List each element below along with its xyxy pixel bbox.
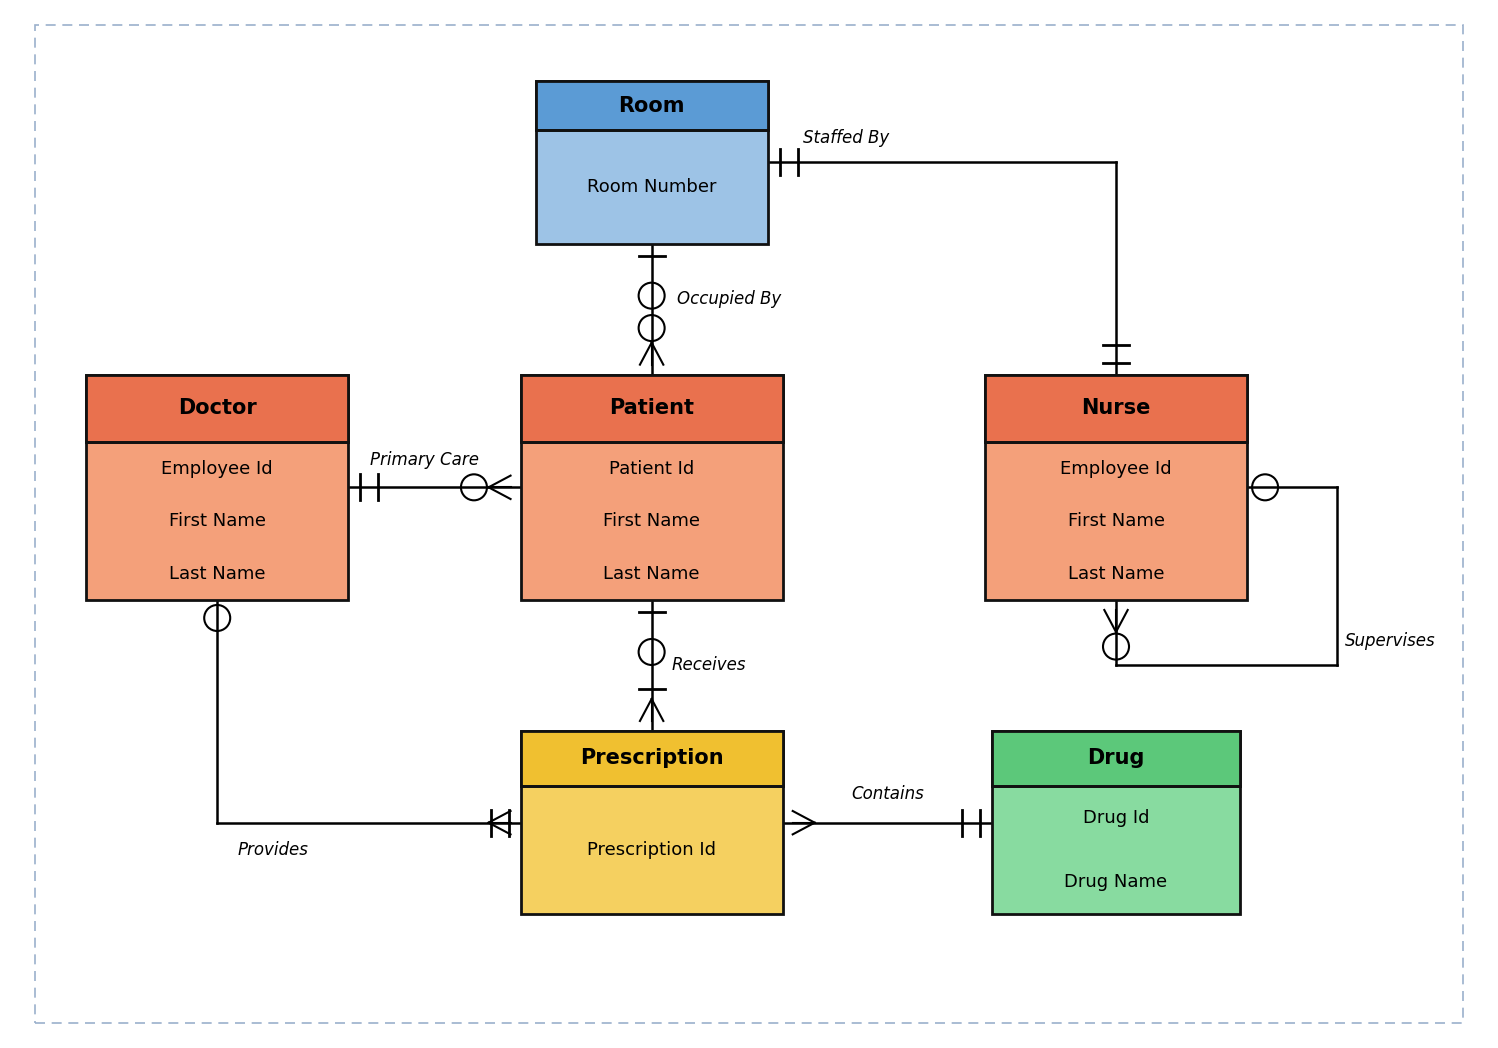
Text: Prescription Id: Prescription Id (587, 842, 716, 859)
Text: Patient Id: Patient Id (610, 459, 694, 478)
Text: Nurse: Nurse (1082, 398, 1150, 418)
FancyBboxPatch shape (521, 375, 782, 442)
Text: Supervises: Supervises (1345, 632, 1435, 650)
Text: Doctor: Doctor (178, 398, 256, 418)
Text: Room Number: Room Number (587, 178, 716, 196)
Text: Prescription: Prescription (580, 748, 724, 768)
FancyBboxPatch shape (87, 375, 348, 599)
FancyBboxPatch shape (87, 375, 348, 442)
Text: Last Name: Last Name (604, 565, 700, 583)
FancyBboxPatch shape (986, 375, 1246, 599)
FancyBboxPatch shape (986, 375, 1246, 442)
Text: Patient: Patient (610, 398, 694, 418)
Text: Drug Id: Drug Id (1083, 809, 1149, 827)
Text: Primary Care: Primary Care (370, 452, 479, 470)
FancyBboxPatch shape (536, 82, 768, 244)
Text: Last Name: Last Name (169, 565, 265, 583)
FancyBboxPatch shape (536, 82, 768, 130)
Text: First Name: First Name (1068, 512, 1164, 530)
FancyBboxPatch shape (521, 375, 782, 599)
Text: Drug Name: Drug Name (1065, 873, 1167, 891)
Text: Employee Id: Employee Id (162, 459, 273, 478)
Text: Last Name: Last Name (1068, 565, 1164, 583)
Text: First Name: First Name (604, 512, 700, 530)
Text: Occupied By: Occupied By (677, 290, 780, 308)
FancyBboxPatch shape (992, 732, 1240, 914)
Text: Contains: Contains (851, 785, 924, 803)
FancyBboxPatch shape (992, 732, 1240, 786)
Text: Drug: Drug (1088, 748, 1144, 768)
FancyBboxPatch shape (521, 732, 782, 914)
Text: Employee Id: Employee Id (1061, 459, 1171, 478)
Text: Room: Room (619, 95, 685, 115)
Text: Staffed By: Staffed By (803, 130, 888, 148)
Text: First Name: First Name (169, 512, 265, 530)
Text: Provides: Provides (237, 840, 309, 858)
FancyBboxPatch shape (521, 732, 782, 786)
Text: Receives: Receives (671, 656, 746, 675)
